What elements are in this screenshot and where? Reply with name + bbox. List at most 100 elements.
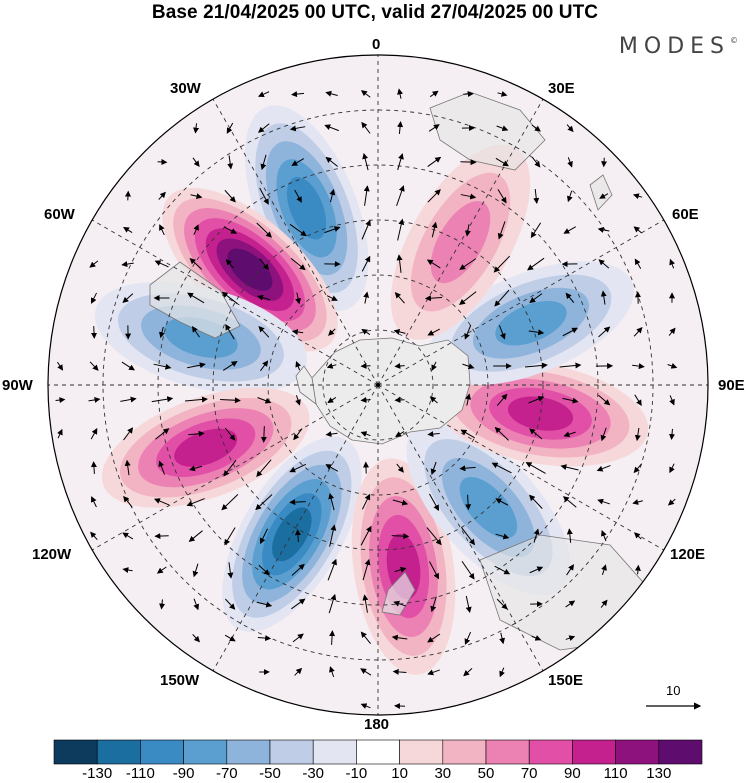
anomaly-contour	[286, 177, 327, 240]
wind-vector-arrow	[566, 190, 573, 203]
wind-vector-arrow	[431, 361, 437, 371]
wind-vector-arrow	[669, 395, 675, 406]
wind-vector-arrow	[120, 396, 137, 403]
wind-vector-arrow	[427, 633, 441, 643]
wind-vector-arrow	[289, 499, 306, 506]
wind-vector-arrow	[326, 295, 338, 301]
wind-vector-arrow	[154, 260, 169, 268]
south-america-landmass	[149, 261, 241, 339]
anomaly-contour	[507, 396, 574, 431]
colorbar-tick-label: -70	[215, 765, 238, 782]
wind-vector-arrow	[495, 498, 509, 506]
wind-vector-arrow	[291, 598, 306, 610]
south-pole-marker	[376, 383, 380, 387]
wind-vector-arrow	[151, 396, 174, 403]
wind-vector-arrow	[461, 560, 475, 580]
wind-vector-arrow	[154, 533, 169, 540]
wind-vector-arrow	[598, 326, 611, 338]
colorbar-swatch	[226, 739, 271, 765]
wind-vector-arrow	[362, 558, 371, 581]
colorbar-swatch	[356, 739, 400, 765]
wind-vector-arrow	[498, 325, 506, 340]
colorbar-tick-label: -50	[259, 765, 281, 782]
colorbar-tick-label: -90	[172, 765, 195, 782]
wind-vector-arrow	[220, 397, 241, 404]
wind-vector-arrow	[463, 668, 473, 677]
wind-vector-arrow	[529, 566, 544, 574]
wind-vector-arrow	[159, 224, 165, 236]
wind-vector-arrow	[224, 634, 236, 642]
wind-vector-arrow	[424, 295, 443, 302]
wind-vector-arrow	[427, 669, 440, 676]
wind-vector-arrow	[600, 427, 607, 442]
wind-vector-arrow	[189, 465, 203, 472]
wind-vector-arrow	[601, 530, 607, 542]
wind-vector-arrow	[496, 393, 508, 406]
wind-vector-arrow	[294, 667, 303, 676]
wind-vector-arrow	[633, 226, 642, 234]
wind-vector-arrow	[596, 465, 611, 472]
wind-vector-arrow	[494, 565, 511, 575]
wind-vector-arrow	[361, 121, 371, 134]
wind-vector-arrow	[186, 498, 205, 507]
wind-vector-arrow	[465, 393, 472, 406]
wind-vector-arrow	[362, 152, 369, 171]
wind-vector-arrow	[525, 362, 548, 369]
africa-landmass	[429, 91, 546, 171]
wind-vector-arrow	[394, 566, 407, 573]
wind-vector-arrow	[325, 431, 338, 438]
wind-vector-arrow	[465, 595, 472, 614]
wind-vector-arrow	[360, 668, 372, 676]
meridian-line	[91, 219, 379, 386]
graticule	[48, 55, 708, 715]
latitude-circle	[322, 329, 434, 441]
wind-vector-arrow	[291, 563, 305, 576]
wind-vector-arrow	[328, 328, 336, 336]
wind-vector-arrow	[464, 224, 471, 237]
meridian-line	[377, 384, 544, 672]
anomaly-field	[94, 105, 649, 675]
colorbar-tick-label: 90	[564, 765, 581, 782]
colorbar-tick-label: 50	[477, 765, 495, 782]
map-title: Base 21/04/2025 00 UTC, valid 27/04/2025…	[151, 2, 599, 23]
wind-vector-arrow	[325, 156, 338, 167]
wind-vector-arrow	[360, 631, 371, 645]
wind-vector-arrow	[597, 498, 610, 505]
wind-vector-arrow	[566, 124, 574, 133]
wind-vector-arrow	[460, 159, 477, 166]
wind-vector-arrow	[89, 361, 99, 371]
wind-vector-arrow	[327, 558, 337, 581]
wind-vector-arrow	[123, 495, 133, 508]
wind-vector-arrow	[559, 362, 582, 369]
brand-logo: MODES©	[618, 34, 738, 59]
wind-vector-arrow	[257, 635, 272, 642]
wind-vector-arrow	[289, 223, 307, 237]
wind-vector-arrow	[533, 188, 540, 204]
wind-vector-arrow	[567, 157, 573, 168]
wind-vector-arrow	[598, 394, 611, 406]
colorbar-swatch	[572, 739, 616, 765]
lon-label-150w: 150W	[160, 672, 200, 689]
wind-vector-arrow	[154, 498, 170, 506]
colorbar-swatch	[183, 739, 228, 765]
meridian-line	[377, 384, 665, 551]
wind-vector-arrow	[257, 91, 270, 97]
wind-vector-arrow	[563, 226, 576, 234]
wind-vector-arrow	[429, 561, 439, 580]
wind-vector-arrow	[632, 499, 643, 505]
wind-vector-arrow	[225, 324, 235, 340]
lon-label-30e: 30E	[548, 80, 575, 97]
colorbar-tick-label: 130	[646, 765, 672, 782]
colorbar-swatch	[53, 739, 98, 765]
wind-vector-arrow	[360, 396, 371, 403]
wind-vector-arrow	[193, 224, 199, 236]
wind-vector-arrow	[392, 499, 409, 506]
wind-vector-arrow	[259, 187, 269, 205]
wind-vector-arrow	[227, 155, 234, 170]
wind-vector-arrow	[531, 124, 541, 132]
anomaly-contour	[495, 300, 567, 346]
meridian-line	[212, 98, 379, 386]
wind-vector-arrow	[158, 191, 166, 200]
wind-vector-arrow	[599, 193, 609, 199]
wind-vector-arrow	[222, 361, 238, 371]
